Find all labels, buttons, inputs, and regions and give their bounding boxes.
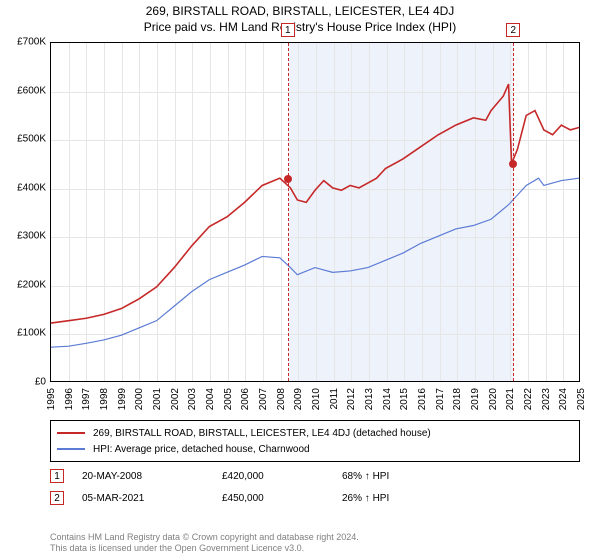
xtick-label: 1996 bbox=[64, 388, 75, 410]
sale-date-1: 20-MAY-2008 bbox=[82, 471, 222, 482]
xtick-label: 2013 bbox=[364, 388, 375, 410]
xtick-label: 2014 bbox=[382, 388, 393, 410]
xtick-label: 2015 bbox=[399, 388, 410, 410]
xtick-label: 2007 bbox=[258, 388, 269, 410]
marker-vline-1 bbox=[288, 43, 289, 381]
xtick-label: 2024 bbox=[558, 388, 569, 410]
xtick-label: 2006 bbox=[240, 388, 251, 410]
footnote-line1: Contains HM Land Registry data © Crown c… bbox=[50, 532, 580, 543]
xtick-label: 2019 bbox=[470, 388, 481, 410]
xtick-label: 2020 bbox=[488, 388, 499, 410]
footnote-line2: This data is licensed under the Open Gov… bbox=[50, 543, 580, 554]
xtick-label: 2016 bbox=[417, 388, 428, 410]
series-line-hpi bbox=[51, 178, 579, 347]
xtick-label: 2004 bbox=[205, 388, 216, 410]
xtick-label: 2000 bbox=[134, 388, 145, 410]
xtick-label: 2011 bbox=[329, 388, 340, 410]
xtick-label: 2001 bbox=[152, 388, 163, 410]
sale-badge-2: 2 bbox=[50, 491, 64, 505]
xtick-label: 1997 bbox=[81, 388, 92, 410]
ytick-label: £200K bbox=[17, 279, 46, 290]
xtick-label: 2008 bbox=[276, 388, 287, 410]
xtick-label: 2005 bbox=[223, 388, 234, 410]
legend-label-property: 269, BIRSTALL ROAD, BIRSTALL, LEICESTER,… bbox=[93, 428, 431, 439]
legend-item-hpi: HPI: Average price, detached house, Char… bbox=[57, 441, 573, 457]
xtick-label: 2003 bbox=[187, 388, 198, 410]
xtick-label: 2002 bbox=[170, 388, 181, 410]
series-svg bbox=[51, 43, 579, 381]
sale-price-2: £450,000 bbox=[222, 493, 342, 504]
title-address: 269, BIRSTALL ROAD, BIRSTALL, LEICESTER,… bbox=[0, 4, 600, 18]
sale-badge-1: 1 bbox=[50, 469, 64, 483]
ytick-label: £400K bbox=[17, 182, 46, 193]
marker-dot-1 bbox=[284, 175, 292, 183]
legend-item-property: 269, BIRSTALL ROAD, BIRSTALL, LEICESTER,… bbox=[57, 425, 573, 441]
marker-dot-2 bbox=[509, 160, 517, 168]
sale-row-1: 1 20-MAY-2008 £420,000 68% ↑ HPI bbox=[50, 468, 580, 484]
xtick-label: 2018 bbox=[452, 388, 463, 410]
sale-price-1: £420,000 bbox=[222, 471, 342, 482]
ytick-label: £0 bbox=[35, 377, 46, 388]
marker-badge-2: 2 bbox=[506, 23, 520, 37]
xtick-label: 1999 bbox=[117, 388, 128, 410]
sale-row-2: 2 05-MAR-2021 £450,000 26% ↑ HPI bbox=[50, 490, 580, 506]
chart-plot-area: 12 bbox=[50, 42, 580, 382]
xtick-label: 2022 bbox=[523, 388, 534, 410]
xtick-label: 2009 bbox=[293, 388, 304, 410]
xtick-label: 2010 bbox=[311, 388, 322, 410]
chart-container: 269, BIRSTALL ROAD, BIRSTALL, LEICESTER,… bbox=[0, 0, 600, 560]
xtick-label: 1995 bbox=[46, 388, 57, 410]
xtick-label: 1998 bbox=[99, 388, 110, 410]
footnote: Contains HM Land Registry data © Crown c… bbox=[50, 532, 580, 555]
sale-pct-1: 68% ↑ HPI bbox=[342, 471, 432, 482]
ytick-label: £600K bbox=[17, 85, 46, 96]
xtick-label: 2021 bbox=[505, 388, 516, 410]
sale-date-2: 05-MAR-2021 bbox=[82, 493, 222, 504]
xtick-label: 2023 bbox=[541, 388, 552, 410]
legend-box: 269, BIRSTALL ROAD, BIRSTALL, LEICESTER,… bbox=[50, 420, 580, 462]
legend-label-hpi: HPI: Average price, detached house, Char… bbox=[93, 444, 310, 455]
ytick-label: £100K bbox=[17, 328, 46, 339]
ytick-label: £300K bbox=[17, 231, 46, 242]
legend-swatch-hpi bbox=[57, 448, 85, 450]
series-line-property bbox=[51, 84, 579, 323]
xtick-label: 2025 bbox=[576, 388, 587, 410]
legend-swatch-property bbox=[57, 432, 85, 434]
ytick-label: £700K bbox=[17, 37, 46, 48]
ytick-label: £500K bbox=[17, 134, 46, 145]
xtick-label: 2012 bbox=[346, 388, 357, 410]
marker-vline-2 bbox=[513, 43, 514, 381]
marker-badge-1: 1 bbox=[281, 23, 295, 37]
xtick-label: 2017 bbox=[435, 388, 446, 410]
sale-pct-2: 26% ↑ HPI bbox=[342, 493, 432, 504]
